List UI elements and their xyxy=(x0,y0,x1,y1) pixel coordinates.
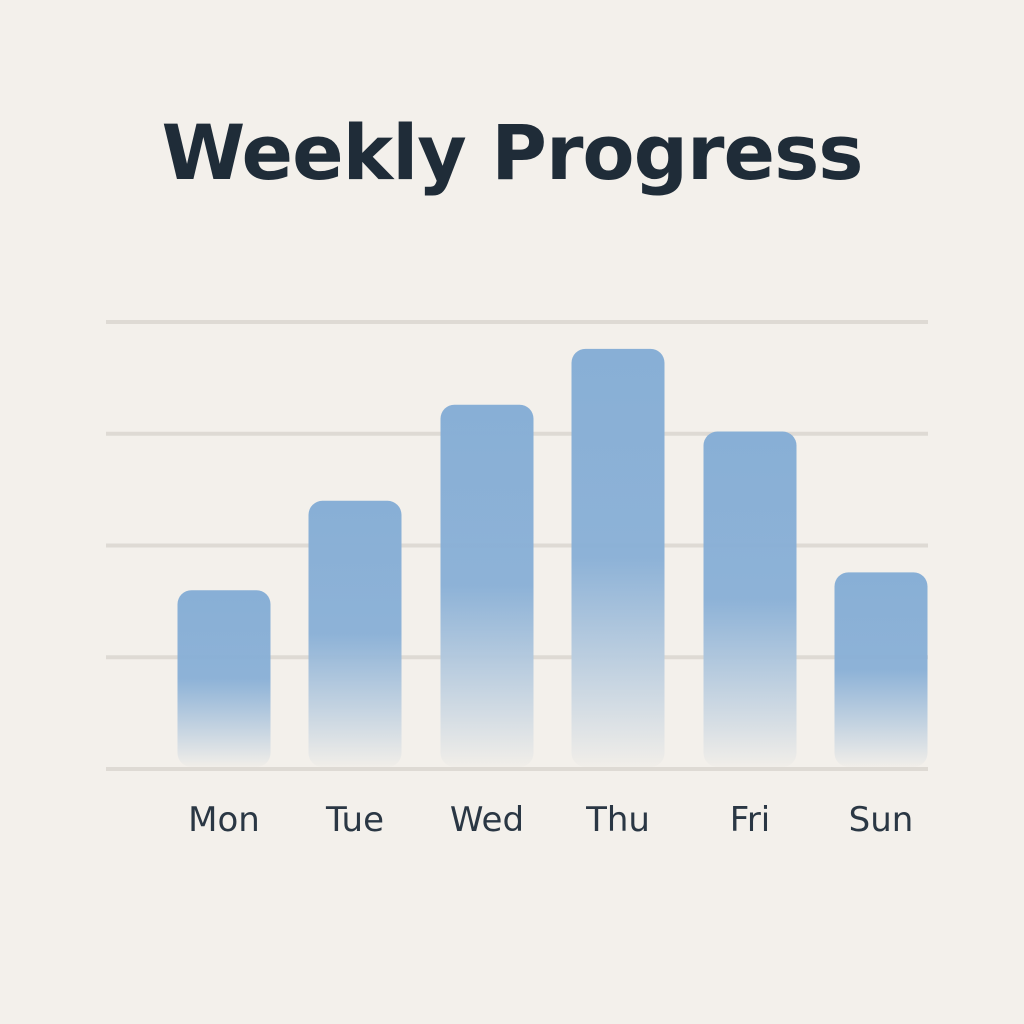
x-tick-label-tue: Tue xyxy=(325,800,384,840)
x-tick-label-mon: Mon xyxy=(188,800,260,840)
bar-sun xyxy=(834,572,928,767)
x-tick-label-wed: Wed xyxy=(450,800,524,840)
bar-thu xyxy=(571,348,665,767)
bar-mon xyxy=(177,590,271,767)
x-tick-label-fri: Fri xyxy=(730,800,771,840)
x-axis-labels: Mon Tue Wed Thu Fri Sun xyxy=(188,800,913,840)
x-tick-label-sun: Sun xyxy=(849,800,914,840)
bar-wed xyxy=(440,404,534,767)
chart-title: Weekly Progress xyxy=(161,108,863,197)
bar-tue xyxy=(308,500,402,767)
x-tick-label-thu: Thu xyxy=(585,800,650,840)
bar-fri xyxy=(703,431,797,767)
bars xyxy=(177,348,928,767)
